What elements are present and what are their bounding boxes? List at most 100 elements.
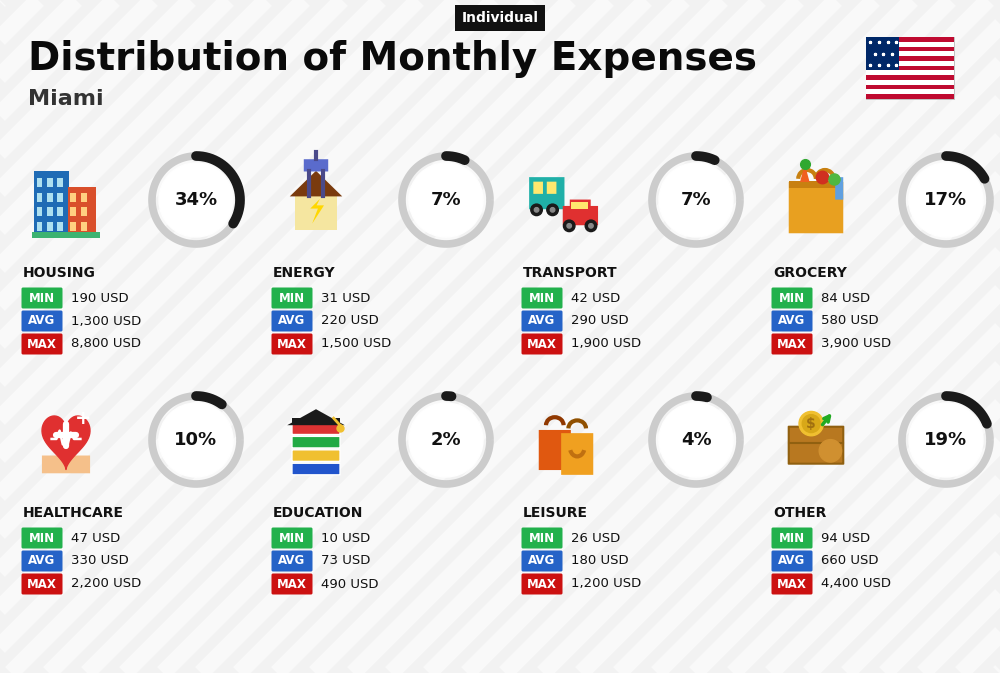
Circle shape xyxy=(819,439,842,462)
Circle shape xyxy=(409,403,483,477)
Text: HEALTHCARE: HEALTHCARE xyxy=(23,506,124,520)
FancyBboxPatch shape xyxy=(47,207,53,216)
Text: 7%: 7% xyxy=(431,191,461,209)
Text: 2,200 USD: 2,200 USD xyxy=(71,577,141,590)
FancyBboxPatch shape xyxy=(42,456,90,473)
Text: MAX: MAX xyxy=(527,577,557,590)
Polygon shape xyxy=(290,171,342,197)
FancyBboxPatch shape xyxy=(866,37,954,99)
Text: AVG: AVG xyxy=(528,314,556,328)
FancyBboxPatch shape xyxy=(272,310,312,332)
Text: MIN: MIN xyxy=(529,532,555,544)
FancyBboxPatch shape xyxy=(272,287,312,308)
Polygon shape xyxy=(800,164,810,182)
FancyBboxPatch shape xyxy=(272,528,312,548)
FancyBboxPatch shape xyxy=(47,192,53,201)
FancyBboxPatch shape xyxy=(772,310,812,332)
FancyBboxPatch shape xyxy=(772,573,812,594)
FancyBboxPatch shape xyxy=(57,192,63,201)
Text: 4,400 USD: 4,400 USD xyxy=(821,577,891,590)
FancyBboxPatch shape xyxy=(866,94,954,99)
Text: AVG: AVG xyxy=(778,555,806,567)
Text: HOUSING: HOUSING xyxy=(23,266,96,280)
FancyBboxPatch shape xyxy=(563,206,598,225)
FancyBboxPatch shape xyxy=(57,222,63,231)
FancyBboxPatch shape xyxy=(522,551,562,571)
Text: GROCERY: GROCERY xyxy=(773,266,847,280)
FancyBboxPatch shape xyxy=(866,51,954,56)
FancyBboxPatch shape xyxy=(292,463,340,475)
Text: 10%: 10% xyxy=(174,431,218,449)
Text: 84 USD: 84 USD xyxy=(821,291,870,304)
FancyBboxPatch shape xyxy=(22,528,62,548)
Text: 26 USD: 26 USD xyxy=(571,532,620,544)
Text: MIN: MIN xyxy=(279,532,305,544)
FancyBboxPatch shape xyxy=(835,177,843,200)
Text: MIN: MIN xyxy=(29,532,55,544)
Text: MAX: MAX xyxy=(27,577,57,590)
Text: AVG: AVG xyxy=(278,555,306,567)
Text: 660 USD: 660 USD xyxy=(821,555,879,567)
Text: 1,500 USD: 1,500 USD xyxy=(321,337,391,351)
Circle shape xyxy=(909,403,983,477)
Text: 34%: 34% xyxy=(174,191,218,209)
Text: 190 USD: 190 USD xyxy=(71,291,129,304)
FancyBboxPatch shape xyxy=(522,334,562,355)
Text: 3,900 USD: 3,900 USD xyxy=(821,337,891,351)
Text: 220 USD: 220 USD xyxy=(321,314,379,328)
FancyBboxPatch shape xyxy=(570,200,591,211)
FancyBboxPatch shape xyxy=(295,197,337,230)
Text: MIN: MIN xyxy=(279,291,305,304)
Text: AVG: AVG xyxy=(528,555,556,567)
Circle shape xyxy=(659,403,733,477)
FancyBboxPatch shape xyxy=(272,573,312,594)
FancyBboxPatch shape xyxy=(522,287,562,308)
Text: AVG: AVG xyxy=(778,314,806,328)
FancyBboxPatch shape xyxy=(57,178,63,187)
FancyBboxPatch shape xyxy=(866,85,954,90)
Text: MIN: MIN xyxy=(779,532,805,544)
Circle shape xyxy=(547,204,558,215)
FancyBboxPatch shape xyxy=(292,436,340,448)
FancyBboxPatch shape xyxy=(272,551,312,571)
Text: 7%: 7% xyxy=(681,191,711,209)
FancyBboxPatch shape xyxy=(37,178,42,187)
Circle shape xyxy=(567,223,571,228)
Text: MAX: MAX xyxy=(527,337,557,351)
Text: AVG: AVG xyxy=(28,555,56,567)
FancyBboxPatch shape xyxy=(789,181,843,188)
FancyBboxPatch shape xyxy=(292,450,340,462)
Text: 490 USD: 490 USD xyxy=(321,577,378,590)
FancyBboxPatch shape xyxy=(70,192,76,201)
Text: AVG: AVG xyxy=(28,314,56,328)
Text: MAX: MAX xyxy=(777,577,807,590)
FancyBboxPatch shape xyxy=(37,207,42,216)
FancyBboxPatch shape xyxy=(272,334,312,355)
FancyBboxPatch shape xyxy=(772,334,812,355)
Circle shape xyxy=(802,415,820,433)
FancyBboxPatch shape xyxy=(866,65,954,71)
Circle shape xyxy=(531,204,542,215)
Text: 94 USD: 94 USD xyxy=(821,532,870,544)
FancyBboxPatch shape xyxy=(32,232,100,238)
FancyBboxPatch shape xyxy=(772,528,812,548)
FancyBboxPatch shape xyxy=(292,418,340,425)
Polygon shape xyxy=(42,416,90,469)
FancyBboxPatch shape xyxy=(22,287,62,308)
FancyBboxPatch shape xyxy=(789,182,843,234)
FancyBboxPatch shape xyxy=(571,202,588,209)
Text: MAX: MAX xyxy=(777,337,807,351)
FancyBboxPatch shape xyxy=(292,423,340,435)
FancyBboxPatch shape xyxy=(539,430,571,470)
FancyBboxPatch shape xyxy=(866,75,954,80)
Text: 1,300 USD: 1,300 USD xyxy=(71,314,141,328)
Text: MAX: MAX xyxy=(277,337,307,351)
Text: TRANSPORT: TRANSPORT xyxy=(523,266,618,280)
Text: MIN: MIN xyxy=(29,291,55,304)
Text: 73 USD: 73 USD xyxy=(321,555,370,567)
Text: Miami: Miami xyxy=(28,89,104,109)
Text: MIN: MIN xyxy=(529,291,555,304)
Circle shape xyxy=(659,163,733,237)
Text: MAX: MAX xyxy=(277,577,307,590)
Text: 2%: 2% xyxy=(431,431,461,449)
